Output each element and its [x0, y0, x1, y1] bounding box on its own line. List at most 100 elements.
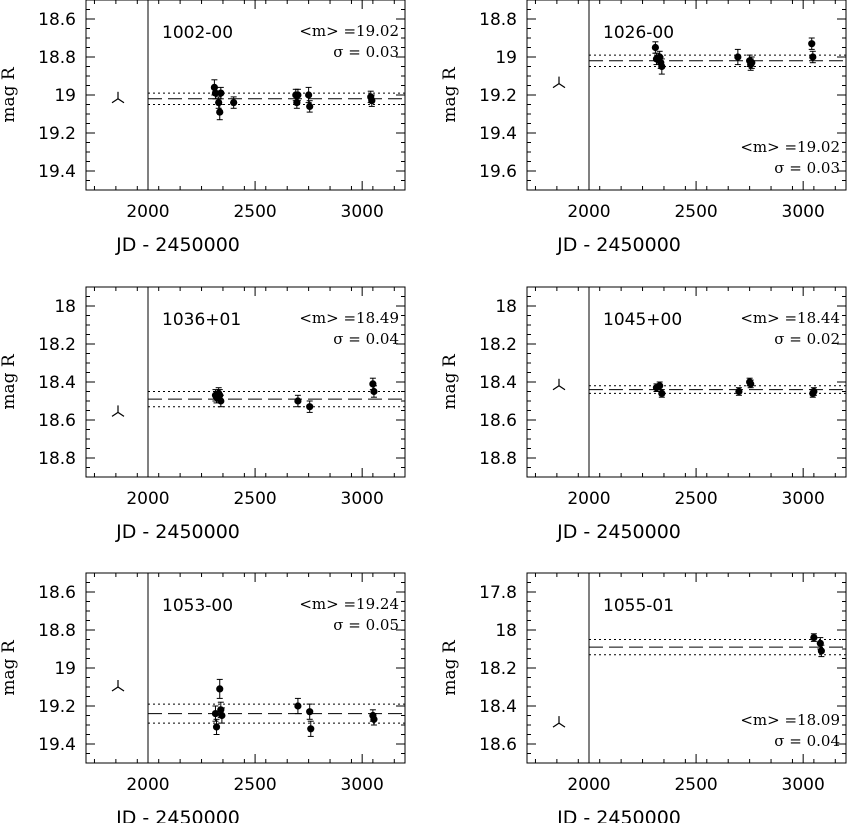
data-marker — [294, 397, 302, 405]
data-marker — [809, 53, 817, 61]
y-tick-label: 19.4 — [38, 735, 76, 755]
data-marker — [211, 89, 220, 97]
mean-label: <m> =18.49 — [299, 309, 399, 327]
x-tick-label: 2000 — [567, 489, 610, 509]
sigma-label: σ = 0.04 — [333, 330, 399, 348]
data-marker — [810, 387, 818, 396]
data-point — [368, 94, 376, 107]
y-tick-label: 18 — [54, 297, 76, 317]
x-tick-label: 2500 — [233, 775, 276, 795]
data-point — [658, 389, 666, 398]
data-point — [212, 718, 221, 735]
y-tick-label: 18.8 — [479, 10, 517, 30]
marker-stroke — [117, 686, 125, 692]
data-point — [748, 56, 756, 69]
data-point — [651, 41, 659, 54]
data-marker — [369, 380, 377, 388]
y-axis-label: mag R — [0, 639, 19, 696]
x-tick-label: 2000 — [126, 489, 169, 509]
data-marker — [651, 43, 659, 52]
x-axis-label: JD - 2450000 — [556, 521, 681, 543]
data-marker — [747, 380, 755, 388]
initial-marker — [111, 680, 125, 692]
data-point — [735, 387, 743, 396]
x-tick-label: 2000 — [126, 202, 169, 222]
data-marker — [211, 710, 220, 718]
sigma-label: σ = 0.02 — [774, 330, 840, 348]
y-tick-label: 18.2 — [38, 335, 76, 355]
data-point — [306, 100, 314, 113]
x-tick-label: 2500 — [674, 202, 717, 222]
field-label: 1002-00 — [162, 23, 233, 43]
marker-stroke — [117, 411, 125, 417]
data-point — [217, 394, 225, 408]
y-tick-label: 18.6 — [479, 735, 517, 755]
y-tick-label: 18.4 — [479, 697, 517, 717]
x-axis-label: JD - 2450000 — [556, 234, 681, 256]
data-marker — [658, 62, 666, 71]
mean-label: <m> =19.24 — [299, 595, 399, 613]
field-label: 1045+00 — [603, 310, 682, 330]
data-marker — [658, 389, 666, 397]
marker-stroke — [552, 385, 560, 391]
initial-marker — [552, 76, 566, 89]
x-tick-label: 2000 — [567, 202, 610, 222]
marker-stroke — [111, 411, 119, 417]
data-marker — [656, 382, 664, 390]
y-axis-label: mag R — [0, 353, 19, 410]
marker-stroke — [558, 722, 566, 728]
data-point — [294, 394, 302, 408]
y-tick-label: 18.8 — [479, 449, 517, 469]
data-point — [747, 379, 755, 389]
y-tick-label: 18.4 — [479, 373, 517, 393]
data-marker — [307, 725, 315, 733]
x-tick-label: 3000 — [341, 202, 384, 222]
data-point — [808, 37, 816, 50]
panel-1002-00: 18.6 18.8 19 19.2 19.4 2000 2500 3000 JD - 24500… — [0, 0, 406, 256]
data-marker — [735, 387, 743, 396]
field-label: 1053-00 — [162, 596, 233, 616]
sigma-label: σ = 0.05 — [333, 616, 399, 634]
data-marker — [216, 685, 224, 693]
y-tick-label: 18.6 — [38, 583, 76, 603]
panel-1036+01: 18 18.2 18.4 18.6 18.8 2000 2500 3000 JD - 24500… — [0, 286, 406, 543]
data-marker — [305, 91, 313, 99]
y-tick-label: 18.8 — [38, 48, 76, 68]
y-axis-label: mag R — [440, 66, 460, 123]
initial-marker — [552, 716, 566, 728]
data-point — [810, 633, 818, 642]
y-tick-label: 19.4 — [38, 162, 76, 182]
data-marker — [293, 99, 301, 107]
panel-1045+00: 18 18.2 18.4 18.6 18.8 2000 2500 3000 JD - 24500… — [440, 286, 847, 543]
data-point — [294, 697, 302, 715]
data-marker — [734, 53, 742, 61]
marker-stroke — [558, 83, 566, 89]
data-point — [370, 385, 378, 398]
y-tick-label: 19.2 — [479, 86, 517, 106]
y-tick-label: 17.8 — [479, 583, 517, 603]
data-marker — [215, 99, 223, 107]
data-marker — [306, 403, 314, 411]
y-tick-label: 19 — [54, 86, 76, 106]
x-tick-label: 2000 — [126, 775, 169, 795]
data-point — [809, 50, 817, 64]
data-point — [307, 720, 315, 737]
data-marker — [748, 59, 756, 67]
mean-label: <m> =18.44 — [740, 309, 840, 327]
data-point — [817, 644, 825, 658]
data-point — [211, 86, 220, 100]
data-point — [810, 387, 818, 396]
mean-label: <m> =19.02 — [299, 22, 399, 40]
data-marker — [212, 723, 221, 731]
data-marker — [368, 97, 376, 105]
y-tick-label: 18.6 — [38, 411, 76, 431]
sigma-label: σ = 0.03 — [333, 43, 399, 61]
data-marker — [306, 708, 314, 716]
data-point — [216, 104, 224, 121]
data-marker — [294, 91, 302, 99]
y-tick-label: 19.6 — [479, 162, 517, 182]
y-tick-label: 19.2 — [38, 697, 76, 717]
sigma-label: σ = 0.03 — [774, 159, 840, 177]
